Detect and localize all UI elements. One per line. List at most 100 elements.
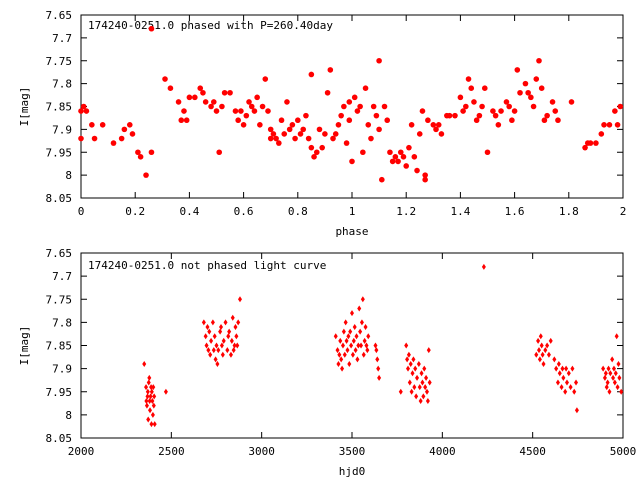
unphased-light-curve-panel: 2000 2500 3000 3500 4000 4500 5000 7.65 7.7 7.75 7…: [18, 247, 636, 478]
data-point: [178, 117, 185, 124]
data-point: [313, 149, 320, 156]
data-point: [278, 117, 285, 124]
data-point: [89, 122, 95, 128]
data-point: [231, 347, 236, 354]
data-point: [425, 398, 430, 404]
data-point: [582, 144, 588, 151]
data-point: [593, 140, 599, 146]
data-point: [208, 351, 213, 358]
data-point: [365, 122, 372, 128]
data-point: [322, 131, 328, 137]
data-point: [481, 263, 486, 270]
data-point: [408, 361, 413, 367]
data-point: [144, 398, 149, 404]
data-point: [514, 67, 521, 73]
data-point: [236, 319, 241, 326]
data-point: [357, 305, 362, 312]
data-point: [375, 356, 380, 363]
data-point: [564, 379, 569, 386]
phased-light-curve-panel: 0 0.2 0.4 0.6 0.8 1 1.2 1.4 1.6 1.8 2 7.65 7.7 7.75 7.…: [18, 9, 626, 238]
data-point: [601, 122, 607, 128]
data-point: [192, 94, 198, 101]
data-point: [286, 126, 293, 133]
data-point: [147, 374, 152, 381]
data-point: [207, 328, 212, 335]
data-point: [273, 135, 279, 142]
data-point: [522, 80, 529, 87]
data-point: [350, 351, 355, 358]
data-point: [129, 131, 136, 137]
x-tick-label: 2000: [68, 445, 95, 458]
x-tick-label: 4500: [519, 445, 546, 458]
data-point: [408, 122, 415, 128]
data-point: [308, 144, 315, 151]
data-point: [473, 117, 480, 124]
data-point: [227, 89, 233, 96]
data-point: [554, 365, 559, 372]
data-point: [409, 388, 414, 395]
data-point: [149, 421, 154, 428]
data-point: [420, 379, 425, 386]
data-point: [216, 149, 223, 156]
data-point: [219, 342, 224, 349]
data-point: [552, 356, 557, 363]
y-tick-label: 7.8: [52, 78, 72, 91]
x-tick-label: 4000: [429, 445, 456, 458]
data-point: [223, 319, 228, 326]
data-point: [209, 337, 214, 344]
data-point: [210, 99, 217, 105]
data-point: [389, 158, 396, 165]
data-point: [572, 388, 577, 395]
data-point: [206, 347, 211, 354]
x-tick-label: 0.6: [234, 205, 254, 218]
data-point: [289, 122, 296, 128]
data-point: [610, 356, 615, 363]
data-point: [463, 103, 469, 110]
data-point: [548, 337, 553, 344]
data-point: [424, 374, 429, 381]
data-point: [406, 351, 411, 358]
y-tick-label: 7.65: [46, 9, 73, 22]
data-point: [564, 365, 569, 372]
y-tick-label: 7.85: [46, 340, 73, 353]
data-point: [212, 333, 217, 340]
y-tick-label: 7.8: [52, 316, 72, 329]
x-axis-label: hjd0: [339, 465, 366, 478]
data-point: [617, 103, 624, 110]
data-point: [362, 85, 369, 91]
data-point: [219, 324, 224, 330]
data-point: [370, 103, 377, 110]
x-axis-label: phase: [335, 225, 368, 238]
data-point: [145, 393, 150, 400]
data-point: [561, 374, 566, 381]
data-point: [555, 117, 561, 124]
data-point: [345, 347, 350, 354]
data-point: [392, 154, 399, 160]
data-point: [495, 122, 502, 128]
data-point: [146, 379, 151, 386]
data-point: [353, 347, 358, 354]
data-point: [126, 122, 133, 128]
data-point: [335, 122, 342, 128]
data-point: [404, 342, 409, 349]
data-point: [338, 337, 343, 344]
data-point: [144, 384, 149, 391]
data-point: [341, 103, 347, 110]
data-point: [539, 342, 544, 349]
data-point: [424, 388, 429, 395]
data-point: [238, 108, 244, 114]
data-point: [421, 393, 426, 400]
x-tick-label: 3000: [248, 445, 275, 458]
data-point: [414, 393, 419, 400]
data-point: [243, 112, 250, 119]
data-point: [142, 361, 147, 367]
data-point: [300, 126, 307, 133]
data-point: [359, 342, 364, 349]
data-point: [570, 365, 575, 372]
data-point: [211, 347, 216, 354]
data-point: [549, 99, 556, 105]
data-point: [144, 402, 149, 409]
data-point: [611, 365, 616, 372]
data-point: [563, 388, 568, 395]
